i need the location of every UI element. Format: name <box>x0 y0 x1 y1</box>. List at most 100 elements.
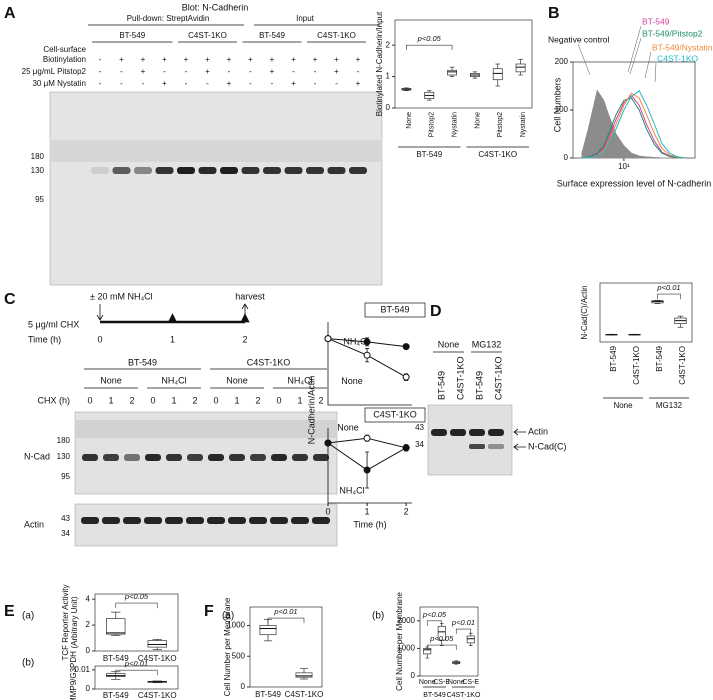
group-label: C4ST-1KO <box>447 692 481 699</box>
box <box>466 635 475 644</box>
panel-label: E <box>4 603 15 620</box>
y-tick-label: 1000 <box>227 621 245 630</box>
condition-sign: + <box>227 55 232 64</box>
lane-label: 0 <box>150 395 155 405</box>
header: Input <box>296 14 315 23</box>
header: Pull-down: StreptAvidin <box>127 14 210 23</box>
significance-bracket <box>115 602 158 609</box>
band <box>177 167 195 174</box>
axes <box>327 322 412 406</box>
legend-label: BT-549 <box>642 16 670 26</box>
blot-label: N-Cad <box>24 451 50 461</box>
y-tick-label: 0 <box>411 671 416 680</box>
mw-marker: 43 <box>415 423 424 432</box>
x-tick-label: Pitstop2 <box>497 112 504 137</box>
condition-label: None <box>100 375 122 385</box>
condition-sign: - <box>249 79 252 88</box>
condition-sign: - <box>314 67 317 76</box>
condition-sign: + <box>119 55 124 64</box>
band <box>186 517 204 524</box>
row-label: Biotinylation <box>43 55 86 64</box>
band <box>229 454 245 461</box>
group-label: C4ST-1KO <box>317 31 356 40</box>
time-tick-label: 1 <box>170 334 175 344</box>
legend-label: BT-549/Pitstop2 <box>642 28 703 38</box>
lane-label: C4ST-1KO <box>493 356 503 400</box>
marker <box>324 335 332 343</box>
chart-title: BT-549 <box>380 304 409 314</box>
y-tick-label: 0 <box>564 153 569 162</box>
x-tick-label: BT-549 <box>255 690 281 699</box>
significance-bracket <box>657 293 681 300</box>
marker <box>363 351 371 359</box>
annotation: p<0.01 <box>124 659 148 668</box>
marker <box>402 444 410 452</box>
annotation: p<0.05 <box>124 592 149 601</box>
group-label: BT-549 <box>119 31 145 40</box>
arrow <box>96 304 104 321</box>
x-tick-label: 2 <box>404 506 409 516</box>
x-tick-label: None <box>419 679 436 686</box>
series-label: NH₄Cl <box>343 336 368 346</box>
condition-sign: - <box>292 67 295 76</box>
condition-sign: - <box>314 79 317 88</box>
condition-sign: + <box>248 55 253 64</box>
condition-sign: - <box>271 79 274 88</box>
lane-label: 2 <box>318 395 323 405</box>
x-tick-label: 0 <box>325 506 330 516</box>
box <box>295 672 313 678</box>
condition-sign: + <box>334 55 339 64</box>
histogram-line <box>581 92 686 159</box>
box <box>437 625 446 641</box>
condition-label: None <box>438 339 460 349</box>
y-axis-label: Biotinylated N-Cadherin/Input <box>375 11 384 116</box>
plot-frame <box>394 19 533 109</box>
group-label: BT-549 <box>259 31 285 40</box>
y-tick-label: 4 <box>86 594 91 603</box>
band <box>208 454 224 461</box>
title-box <box>364 302 426 318</box>
x-tick-label: Nystatin <box>451 112 458 137</box>
mw-marker: 34 <box>415 440 424 449</box>
plot-frame <box>249 606 323 688</box>
lane-label: C4ST-1KO <box>455 356 465 400</box>
condition-sign: + <box>141 55 146 64</box>
condition-sign: + <box>334 67 339 76</box>
y-tick-label: 2 <box>86 620 91 629</box>
y-tick-label: 500 <box>232 651 246 660</box>
y-axis-label: Cell Number per Membrane <box>395 592 404 691</box>
blot-title: Blot: N-Cadherin <box>182 2 249 12</box>
condition-sign: + <box>162 79 167 88</box>
condition-label: NH₄Cl <box>161 375 186 385</box>
box <box>447 69 457 76</box>
significance-bracket <box>426 620 443 626</box>
condition-sign: - <box>206 79 209 88</box>
band <box>207 517 225 524</box>
band <box>270 517 288 524</box>
histogram-line <box>581 94 686 159</box>
mw-marker: 95 <box>61 472 70 481</box>
row-label: CHX (h) <box>37 395 70 405</box>
band <box>91 167 109 174</box>
y-axis-label: Cell Number per Membrane <box>223 597 232 696</box>
arrow <box>513 443 526 451</box>
band <box>469 429 485 436</box>
lane-label: 2 <box>129 395 134 405</box>
title-box <box>364 407 426 423</box>
band <box>263 167 281 174</box>
harvest-label: harvest <box>235 291 265 301</box>
marker <box>363 466 371 474</box>
condition-label: MG132 <box>472 339 502 349</box>
blot <box>49 91 383 286</box>
mw-marker: 180 <box>57 436 71 445</box>
lane-label: 0 <box>276 395 281 405</box>
band <box>144 517 162 524</box>
marker <box>363 338 371 346</box>
mw-marker: 130 <box>57 452 71 461</box>
leader-line <box>577 43 591 76</box>
series-label: NH₄Cl <box>339 485 364 495</box>
panel-label: D <box>430 303 442 320</box>
panel-label: A <box>4 5 16 22</box>
condition-sign: - <box>120 67 123 76</box>
condition-sign: + <box>356 79 361 88</box>
